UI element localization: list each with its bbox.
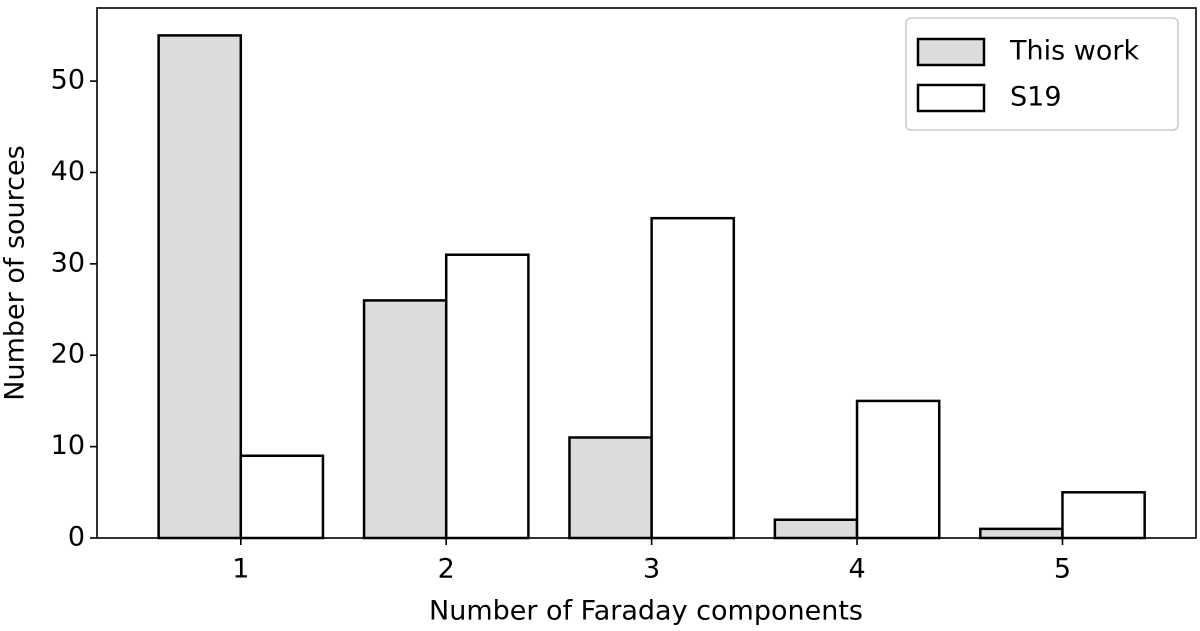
y-tick-label: 50 (51, 65, 85, 96)
bar (773, 518, 859, 540)
plot-frame (96, 7, 1197, 539)
bar (362, 299, 448, 540)
x-tick-label: 4 (848, 554, 865, 585)
bar (855, 399, 941, 540)
legend-swatch (916, 37, 986, 67)
bar (444, 253, 530, 540)
bar (650, 216, 736, 540)
legend-label: S19 (1010, 82, 1062, 113)
y-tick-label: 30 (51, 247, 85, 278)
bar (1061, 491, 1146, 540)
y-tick-label: 40 (51, 156, 85, 187)
y-tick-label: 10 (51, 430, 85, 461)
x-tick-label: 5 (1054, 554, 1071, 585)
y-axis-label: Number of sources (0, 145, 31, 400)
legend-swatch (916, 83, 986, 113)
x-axis-label: Number of Faraday components (429, 596, 863, 627)
bar (568, 436, 653, 540)
y-tick-label: 0 (68, 522, 85, 553)
x-tick-label: 3 (643, 554, 660, 585)
y-tick-label: 20 (51, 339, 85, 370)
legend-label: This work (1009, 36, 1139, 67)
bar (157, 34, 243, 540)
bar (979, 527, 1064, 540)
x-tick-label: 1 (232, 554, 249, 585)
x-tick-label: 2 (438, 554, 455, 585)
bar (239, 454, 325, 540)
